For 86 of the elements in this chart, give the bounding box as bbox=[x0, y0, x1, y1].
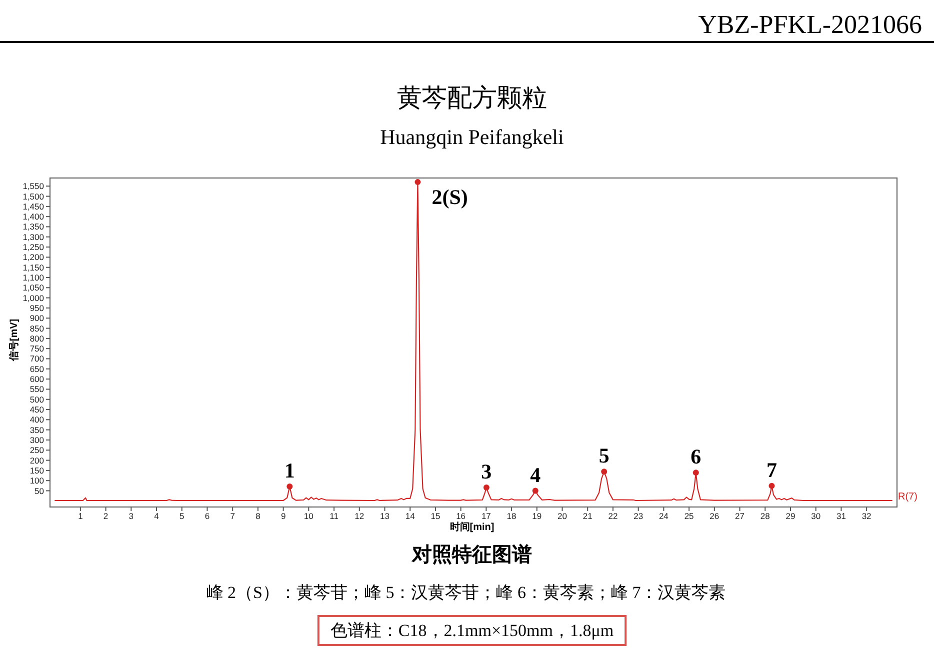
y-tick-label: 1,500 bbox=[22, 191, 44, 202]
x-tick-label: 13 bbox=[380, 511, 390, 521]
annotation: 4 bbox=[530, 462, 542, 487]
y-tick-label: 550 bbox=[30, 384, 44, 394]
annotation: 1 bbox=[284, 458, 295, 482]
point bbox=[414, 179, 421, 186]
x-tick-label: 4 bbox=[154, 511, 160, 521]
y-tick-label: 600 bbox=[30, 374, 44, 384]
chart-subtitle: Huangqin Peifangkeli bbox=[380, 125, 564, 149]
x-tick-label: 23 bbox=[634, 511, 644, 521]
x-tick-label: 30 bbox=[811, 511, 821, 521]
x-tick-label: 12 bbox=[354, 511, 364, 521]
y-tick-label: 100 bbox=[30, 476, 44, 486]
y-tick-label: 1,250 bbox=[22, 242, 44, 252]
y-tick-label: 800 bbox=[30, 333, 44, 344]
point bbox=[692, 470, 699, 476]
x-tick-label: 27 bbox=[735, 511, 745, 521]
y-tick-label: 150 bbox=[30, 465, 44, 476]
y-tick-label: 1,450 bbox=[22, 201, 44, 212]
annotation: 5 bbox=[598, 444, 610, 468]
point bbox=[601, 468, 608, 475]
text: YBZ-PFKL-2021066 bbox=[698, 10, 922, 39]
annotation: 7 bbox=[766, 458, 777, 482]
point bbox=[286, 483, 293, 490]
y-tick-label: 1,150 bbox=[22, 262, 44, 272]
point bbox=[768, 482, 775, 489]
y-tick-label: 450 bbox=[30, 404, 44, 415]
x-tick-label: 9 bbox=[280, 511, 286, 521]
text: 色谱柱：C18，2.1mm×150mm，1.8μm bbox=[330, 621, 614, 640]
annotation: 6 bbox=[690, 444, 702, 469]
text: 峰 2（S）：黄芩苷；峰 5：汉黄芩苷；峰 6：黄芩素；峰 7：汉黄芩素 bbox=[206, 583, 726, 602]
x-tick-label: 22 bbox=[608, 511, 618, 521]
y-tick-label: 500 bbox=[30, 394, 44, 404]
y-tick-label: 300 bbox=[30, 434, 44, 445]
y-tick-label: 400 bbox=[30, 414, 44, 425]
y-tick-label: 1,050 bbox=[22, 282, 44, 293]
point bbox=[483, 484, 490, 491]
x-tick-label: 1 bbox=[78, 511, 84, 521]
series-label: R(7) bbox=[898, 492, 918, 502]
y-tick-label: 50 bbox=[34, 486, 44, 496]
y-tick-label: 950 bbox=[30, 302, 44, 313]
y-tick-label: 1,400 bbox=[22, 212, 44, 222]
annotation: 2(S) bbox=[432, 185, 468, 210]
y-tick-label: 750 bbox=[30, 344, 44, 354]
x-tick-label: 10 bbox=[304, 511, 314, 521]
text: 对照特征图谱 bbox=[411, 543, 532, 566]
point bbox=[532, 488, 538, 494]
x-axis-title: 时间[min] bbox=[450, 521, 494, 533]
y-tick-label: 1,350 bbox=[22, 222, 44, 232]
x-tick-label: 2 bbox=[103, 511, 108, 521]
x-tick-label: 28 bbox=[760, 511, 770, 521]
y-tick-label: 200 bbox=[30, 455, 44, 466]
x-tick-label: 21 bbox=[582, 511, 593, 521]
x-tick-label: 11 bbox=[330, 511, 339, 521]
y-tick-label: 1,550 bbox=[22, 181, 44, 192]
x-tick-label: 20 bbox=[558, 511, 568, 521]
x-tick-label: 26 bbox=[710, 511, 720, 521]
chart-title: 黄芩配方颗粒 bbox=[397, 84, 547, 112]
y-tick-label: 900 bbox=[30, 313, 44, 324]
x-tick-label: 32 bbox=[862, 511, 872, 521]
y-tick-label: 250 bbox=[30, 445, 44, 456]
y-tick-label: 1,300 bbox=[22, 232, 44, 242]
y-tick-label: 1,200 bbox=[22, 252, 44, 262]
x-tick-label: 5 bbox=[180, 511, 184, 521]
x-tick-label: 19 bbox=[532, 511, 542, 521]
x-tick-label: 3 bbox=[128, 511, 134, 521]
x-tick-label: 16 bbox=[456, 511, 466, 521]
x-tick-label: 24 bbox=[658, 511, 669, 521]
x-tick-label: 29 bbox=[786, 511, 796, 521]
x-tick-label: 14 bbox=[405, 511, 416, 521]
x-tick-label: 17 bbox=[481, 511, 492, 521]
y-tick-label: 850 bbox=[30, 323, 44, 334]
y-axis-title: 信号[mV] bbox=[8, 318, 20, 362]
x-tick-label: 15 bbox=[430, 511, 440, 521]
y-tick-label: 350 bbox=[30, 424, 44, 435]
y-tick-label: 700 bbox=[30, 354, 44, 364]
y-tick-label: 1,100 bbox=[22, 272, 44, 283]
y-tick-label: 650 bbox=[30, 364, 44, 374]
x-tick-label: 31 bbox=[836, 511, 846, 521]
x-tick-label: 18 bbox=[506, 511, 517, 521]
x-tick-label: 25 bbox=[684, 511, 694, 521]
x-tick-label: 7 bbox=[230, 511, 236, 521]
y-tick-label: 1,000 bbox=[22, 292, 44, 303]
x-tick-label: 8 bbox=[256, 511, 261, 521]
x-tick-label: 6 bbox=[204, 511, 210, 521]
annotation: 3 bbox=[481, 460, 492, 484]
